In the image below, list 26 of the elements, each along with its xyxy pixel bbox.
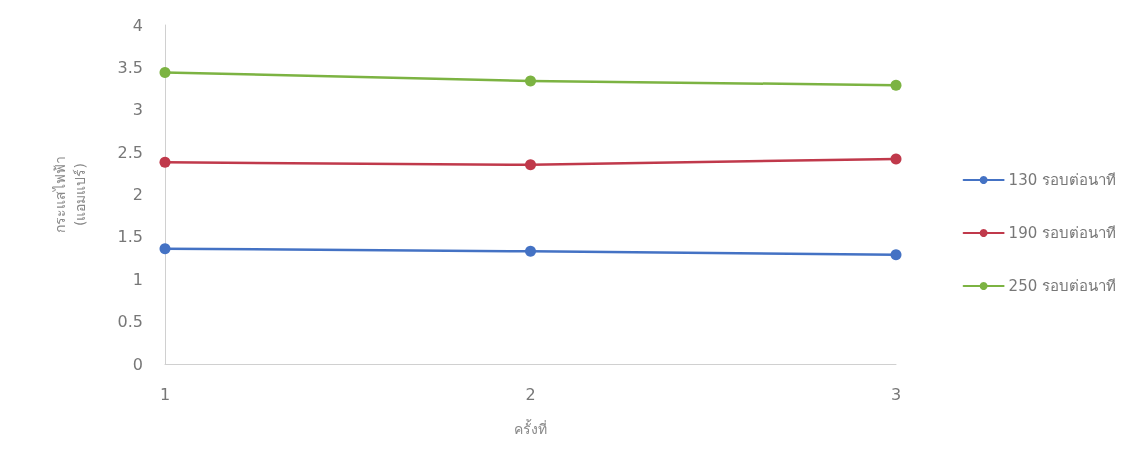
point bbox=[525, 75, 536, 87]
point bbox=[890, 249, 902, 261]
y-tick-label: 3.5 bbox=[117, 57, 143, 77]
legend-label: 190 รอบต่อนาที bbox=[1008, 224, 1117, 242]
point bbox=[890, 79, 902, 91]
y-tick-label: 2 bbox=[132, 185, 143, 204]
point bbox=[890, 153, 902, 165]
y-tick-label: 1.5 bbox=[117, 227, 143, 247]
y-tick-label: 0.5 bbox=[117, 312, 143, 332]
y-tick-label: 4 bbox=[132, 15, 143, 35]
y-axis-title: กระแสไฟฟ้า (แอมแปร์) bbox=[52, 156, 88, 233]
y-tick-label: 3 bbox=[132, 100, 143, 120]
point bbox=[525, 245, 536, 257]
x-tick-label: 2 bbox=[525, 384, 536, 404]
y-tick-label: 2.5 bbox=[117, 142, 143, 162]
point bbox=[525, 159, 536, 171]
x-tick-label: 3 bbox=[890, 384, 902, 404]
x-tick-label: 1 bbox=[159, 384, 171, 404]
y-tick-label: 1 bbox=[132, 269, 143, 289]
legend-label: 250 รอบต่อนาที bbox=[1008, 277, 1117, 295]
legend-label: 130 รอบต่อนาที bbox=[1008, 171, 1117, 189]
point bbox=[159, 156, 171, 168]
point bbox=[159, 243, 171, 255]
point bbox=[159, 66, 171, 78]
x-axis-title: ครั้งที่ bbox=[514, 419, 547, 437]
y-tick-label: 0 bbox=[132, 354, 143, 374]
